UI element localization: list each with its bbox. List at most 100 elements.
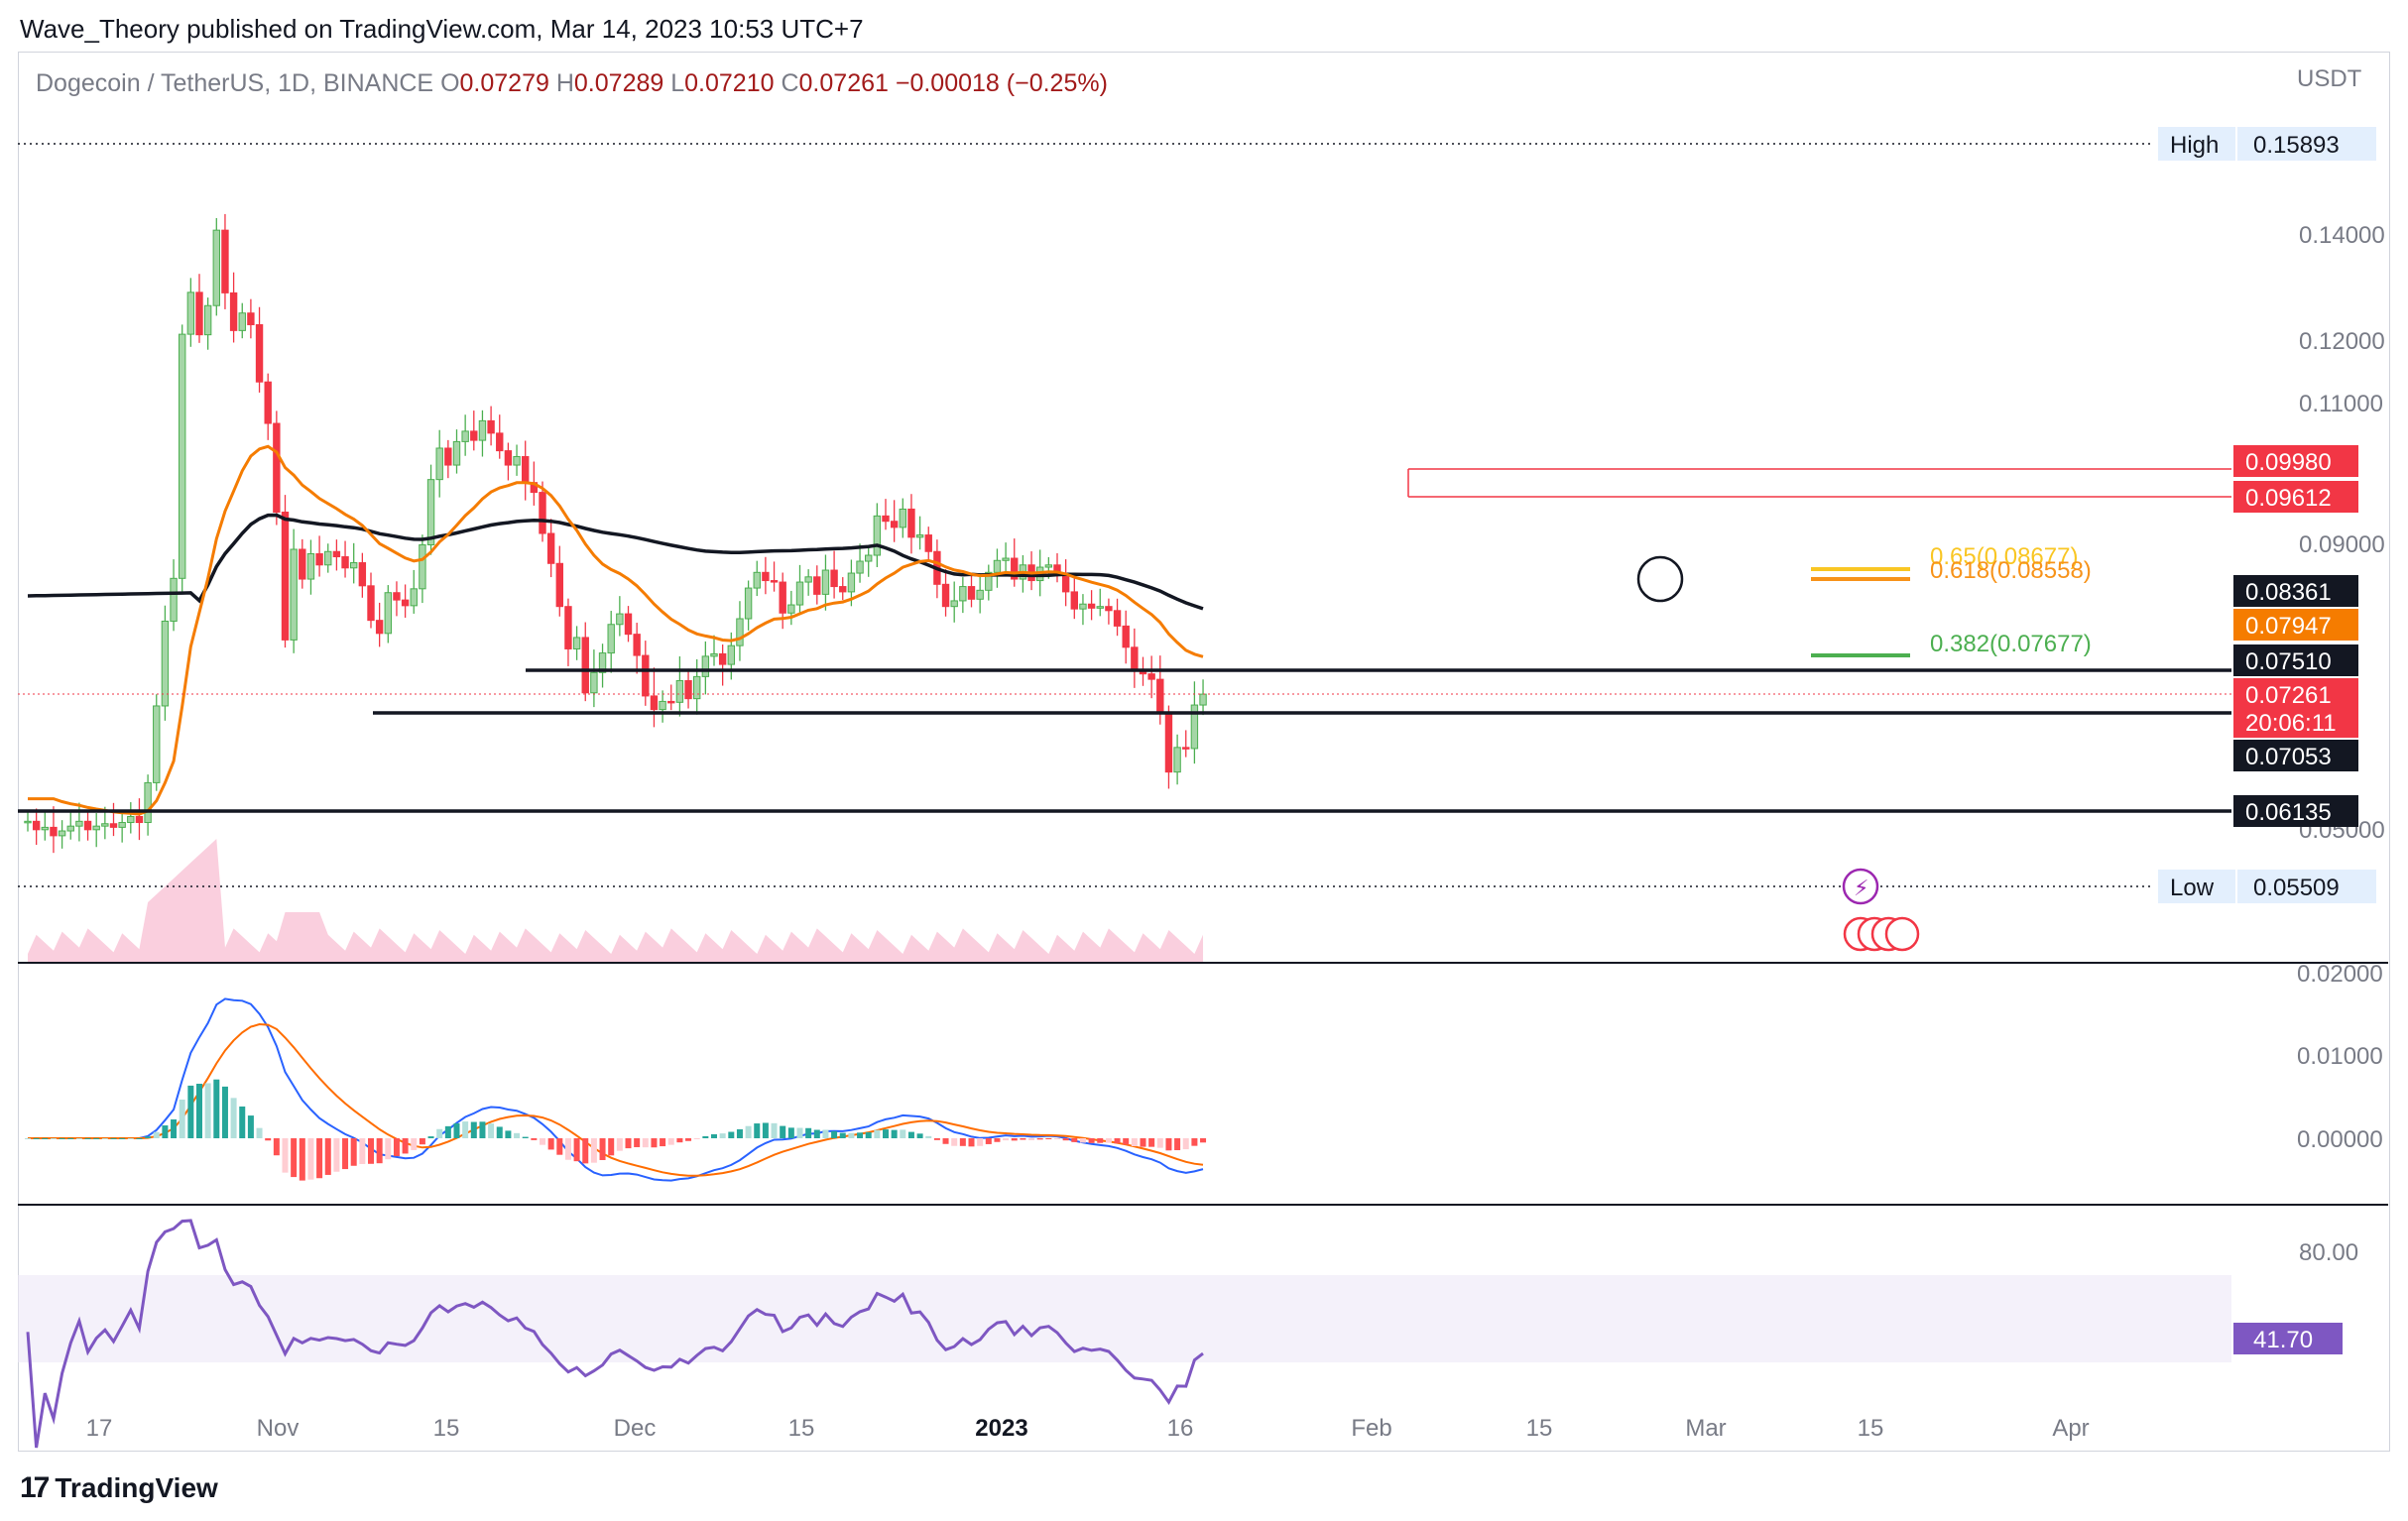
candle-body bbox=[555, 562, 563, 608]
macd-histogram-bar bbox=[660, 1138, 666, 1147]
macd-histogram-bar bbox=[564, 1138, 571, 1160]
candle-body bbox=[496, 432, 504, 452]
candle-body bbox=[513, 456, 521, 466]
candle-body bbox=[83, 820, 92, 831]
macd-histogram-bar bbox=[968, 1138, 975, 1147]
ema-50-line bbox=[28, 444, 1204, 816]
macd-histogram-bar bbox=[33, 1138, 40, 1139]
candle-body bbox=[229, 292, 238, 331]
time-tick-label: 16 bbox=[1167, 1415, 1194, 1442]
price-label: 0.07947 bbox=[2245, 613, 2332, 640]
candle-body bbox=[1061, 574, 1070, 593]
candle-body bbox=[212, 229, 221, 306]
candle-body bbox=[590, 671, 598, 694]
macd-histogram-bar bbox=[573, 1138, 580, 1162]
candle-body bbox=[367, 585, 375, 622]
close-value: 0.07261 bbox=[798, 69, 889, 97]
candle-body bbox=[830, 569, 838, 588]
price-label: 0.07510 bbox=[2245, 648, 2332, 675]
candle-body bbox=[332, 550, 341, 558]
macd-histogram-bar bbox=[333, 1138, 340, 1172]
macd-histogram-bar bbox=[907, 1131, 914, 1138]
macd-histogram-bar bbox=[547, 1138, 554, 1150]
macd-histogram-bar bbox=[1156, 1138, 1163, 1148]
candle-body bbox=[281, 512, 290, 641]
macd-histogram-bar bbox=[522, 1136, 529, 1138]
candle-body bbox=[487, 419, 495, 434]
price-label-box bbox=[2233, 795, 2358, 827]
low-marker-label: Low bbox=[2170, 875, 2215, 901]
macd-histogram-bar bbox=[411, 1138, 418, 1150]
candle-body bbox=[865, 554, 873, 562]
high-value: 0.07289 bbox=[573, 69, 664, 97]
change-value: −0.00018 (−0.25%) bbox=[895, 69, 1108, 97]
macd-histogram-bar bbox=[848, 1132, 855, 1138]
rsi-band bbox=[18, 1275, 2231, 1362]
candle-body bbox=[306, 553, 315, 580]
candle-body bbox=[101, 823, 109, 827]
macd-histogram-bar bbox=[196, 1084, 202, 1138]
lightning-event-icon bbox=[1842, 868, 1879, 905]
macd-histogram-bar bbox=[75, 1138, 82, 1139]
ema-200-line bbox=[27, 513, 1204, 611]
time-tick-label: 15 bbox=[1526, 1415, 1553, 1442]
candle-body bbox=[195, 292, 203, 336]
indicator-lines bbox=[27, 444, 1204, 816]
macd-histogram-bar bbox=[204, 1083, 211, 1138]
macd-histogram-bar bbox=[959, 1138, 966, 1146]
macd-histogram-bar bbox=[179, 1100, 185, 1138]
price-label-box bbox=[2233, 481, 2358, 513]
candle-body bbox=[247, 312, 255, 325]
candle-body bbox=[950, 600, 958, 608]
candle-body bbox=[787, 604, 795, 614]
candle-body bbox=[1173, 747, 1181, 773]
candle-body bbox=[144, 781, 152, 824]
price-label: 0.07261 bbox=[2245, 682, 2332, 709]
high-marker-value-box bbox=[2237, 127, 2376, 161]
macd-histogram-bar bbox=[994, 1138, 1001, 1142]
price-tick-label: 0.11000 bbox=[2299, 391, 2383, 417]
macd-histogram-bar bbox=[376, 1138, 383, 1164]
candle-body bbox=[882, 515, 890, 523]
candle-body bbox=[701, 655, 710, 677]
price-label-box bbox=[2233, 678, 2358, 710]
macd-histogram-bar bbox=[951, 1138, 958, 1146]
price-tick-label: 0.14000 bbox=[2299, 222, 2385, 249]
candle-body bbox=[813, 576, 821, 595]
candle-body bbox=[203, 304, 212, 336]
macd-histogram-bar bbox=[213, 1079, 220, 1138]
macd-histogram-bar bbox=[359, 1138, 366, 1164]
chart-frame[interactable] bbox=[18, 52, 2390, 1452]
macd-histogram-bar bbox=[488, 1123, 495, 1138]
candle-body bbox=[924, 534, 932, 552]
candle-body bbox=[1096, 606, 1104, 609]
macd-histogram-bar bbox=[59, 1138, 65, 1139]
candle-body bbox=[1079, 603, 1087, 610]
candle-body bbox=[1002, 557, 1010, 561]
low-label: L bbox=[670, 69, 685, 97]
symbol-legend[interactable]: Dogecoin / TetherUS, 1D, BINANCE O0.0727… bbox=[36, 69, 1108, 98]
macd-histogram-bar bbox=[153, 1131, 160, 1138]
macd-histogram-bar bbox=[693, 1138, 700, 1139]
candle-body bbox=[572, 637, 581, 649]
candle-body bbox=[264, 381, 272, 424]
macd-histogram-bar bbox=[496, 1126, 503, 1138]
candle-body bbox=[1164, 712, 1173, 773]
macd-histogram-bar bbox=[762, 1122, 769, 1138]
footer-brand[interactable]: 17 TradingView bbox=[20, 1471, 218, 1505]
macd-histogram-bar bbox=[925, 1135, 932, 1138]
macd-histogram-bar bbox=[324, 1138, 331, 1175]
candle-body bbox=[170, 577, 178, 622]
macd-histogram-bar bbox=[93, 1138, 100, 1139]
macd-histogram-bar bbox=[1114, 1138, 1121, 1144]
candle-body bbox=[899, 508, 906, 528]
macd-histogram-bar bbox=[667, 1138, 674, 1145]
macd-histogram-bar bbox=[616, 1138, 623, 1151]
fib-label: 0.382(0.07677) bbox=[1930, 631, 2092, 657]
candle-body bbox=[607, 624, 615, 654]
macd-histogram-bar bbox=[780, 1125, 786, 1138]
macd-histogram-bar bbox=[1200, 1138, 1207, 1143]
macd-histogram-bar bbox=[171, 1118, 178, 1138]
price-label: 0.09980 bbox=[2245, 449, 2332, 476]
